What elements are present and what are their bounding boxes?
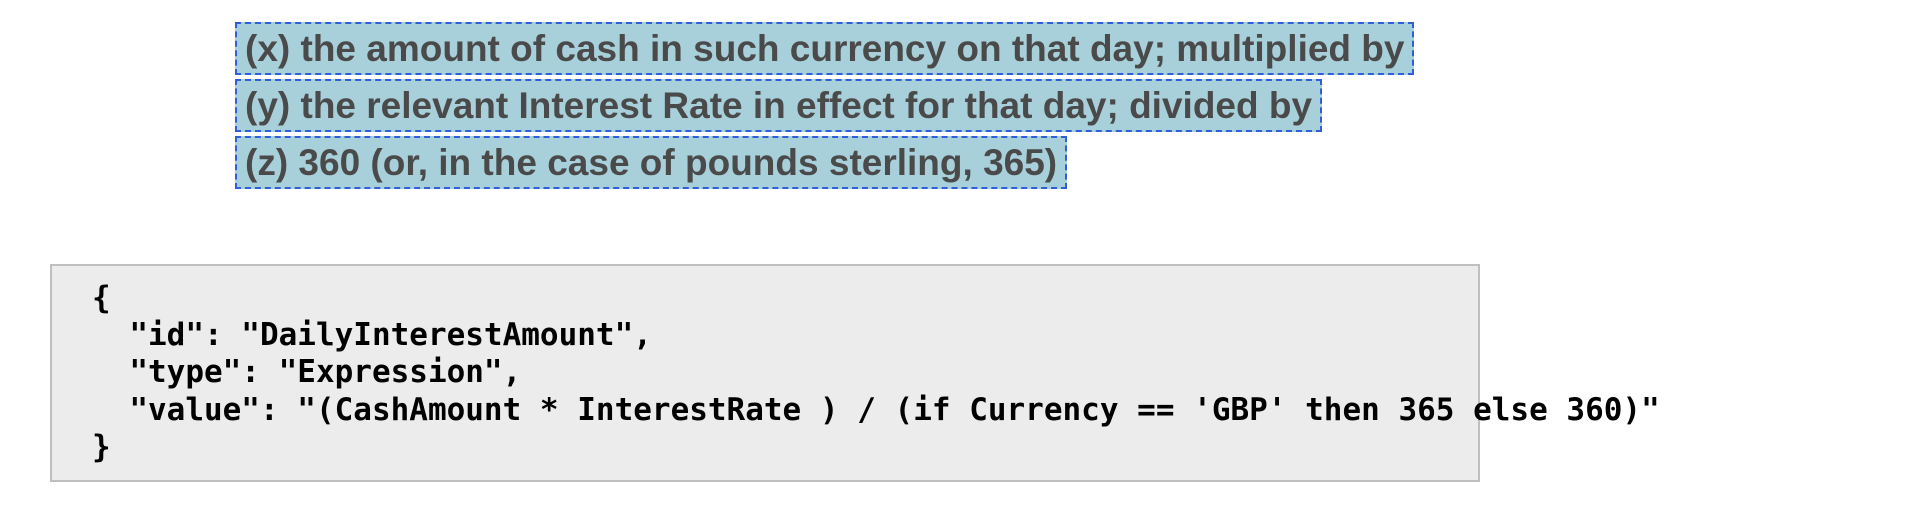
code-line-2: "id": "DailyInterestAmount", [92,317,652,353]
figure-container: (x) the amount of cash in such currency … [0,0,1920,515]
clause-y-text: (y) the relevant Interest Rate in effect… [245,85,1312,126]
clause-y: (y) the relevant Interest Rate in effect… [235,79,1322,132]
code-block: { "id": "DailyInterestAmount", "type": "… [50,264,1480,482]
clause-x: (x) the amount of cash in such currency … [235,22,1414,75]
code-line-4: "value": "(CashAmount * InterestRate ) /… [92,392,1660,428]
code-line-1: { [92,280,111,316]
clause-x-text: (x) the amount of cash in such currency … [245,28,1404,69]
code-line-5: } [92,429,111,465]
code-pre: { "id": "DailyInterestAmount", "type": "… [92,280,1458,466]
clause-z: (z) 360 (or, in the case of pounds sterl… [235,136,1067,189]
legal-clauses-block: (x) the amount of cash in such currency … [235,22,1414,193]
clause-z-text: (z) 360 (or, in the case of pounds sterl… [245,142,1057,183]
code-line-3: "type": "Expression", [92,354,521,390]
